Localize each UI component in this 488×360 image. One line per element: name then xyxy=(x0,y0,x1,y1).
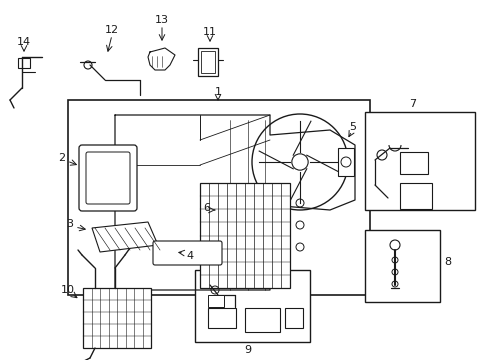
Text: 2: 2 xyxy=(59,153,65,163)
Text: 11: 11 xyxy=(203,27,217,37)
Circle shape xyxy=(251,114,347,210)
Bar xyxy=(399,183,431,209)
Bar xyxy=(207,295,224,307)
Bar xyxy=(285,308,303,328)
Bar xyxy=(399,152,427,174)
Text: 7: 7 xyxy=(408,99,416,109)
Bar xyxy=(198,48,218,76)
FancyBboxPatch shape xyxy=(79,145,137,211)
Bar xyxy=(83,288,151,348)
Bar xyxy=(207,308,236,328)
Bar xyxy=(200,183,289,288)
Bar xyxy=(364,112,474,210)
Polygon shape xyxy=(92,222,158,252)
Text: 6: 6 xyxy=(203,203,210,213)
Bar xyxy=(337,148,353,176)
Text: 13: 13 xyxy=(155,15,169,25)
Circle shape xyxy=(291,154,307,170)
Text: 4: 4 xyxy=(186,251,193,261)
FancyBboxPatch shape xyxy=(153,241,222,265)
Bar xyxy=(195,270,309,342)
Bar xyxy=(68,100,369,295)
Text: 12: 12 xyxy=(105,25,119,35)
Text: 10: 10 xyxy=(61,285,75,295)
Text: 8: 8 xyxy=(444,257,450,267)
Text: 5: 5 xyxy=(349,122,356,132)
Bar xyxy=(244,308,280,332)
Text: 1: 1 xyxy=(214,87,221,97)
Bar xyxy=(18,58,30,68)
Text: 9: 9 xyxy=(244,345,251,355)
Text: 3: 3 xyxy=(66,219,73,229)
Bar xyxy=(201,51,215,73)
FancyBboxPatch shape xyxy=(86,152,130,204)
Bar xyxy=(364,230,439,302)
Text: 14: 14 xyxy=(17,37,31,47)
